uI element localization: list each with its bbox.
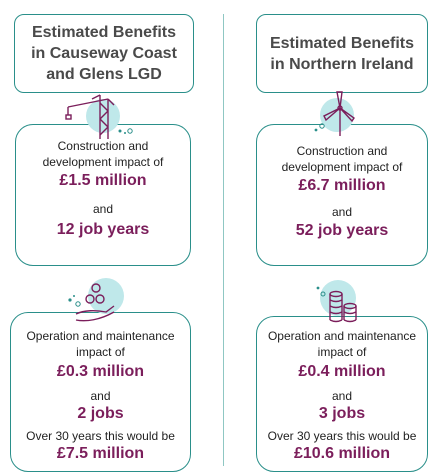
left-title-line-3: and Glens LGD	[46, 66, 162, 83]
right-title-box: Estimated Benefits in Northern Ireland	[256, 14, 428, 93]
right-operation-line2: impact of	[317, 345, 367, 359]
right-title-line-2: in Northern Ireland	[270, 55, 414, 73]
right-operation-line1: Operation and maintenance	[267, 329, 417, 343]
column-divider	[223, 14, 224, 466]
left-title-line-2: in Causeway Coast	[31, 45, 177, 62]
left-construction-card: Construction and development impact of £…	[15, 124, 191, 266]
coin-stacks-icon	[316, 286, 357, 323]
left-operation-line2: impact of	[76, 345, 125, 359]
left-construction-value: £1.5 million	[59, 172, 147, 189]
right-construction-line2: development impact of	[281, 160, 403, 174]
left-title-box: Estimated Benefits in Causeway Coast and…	[14, 14, 194, 93]
crane-icon	[65, 94, 133, 139]
coins-icon-backdrop	[320, 280, 356, 316]
left-operation-value: £0.3 million	[56, 363, 145, 380]
left-operation-and: and	[90, 389, 111, 403]
left-operation-jobs: 2 jobs	[77, 405, 124, 422]
right-operation-value: £0.4 million	[298, 363, 386, 380]
right-operation-jobs: 3 jobs	[318, 405, 366, 422]
left-construction-line2: development impact of	[42, 155, 164, 169]
left-operation-line1: Operation and maintenance	[26, 329, 175, 343]
right-construction-value: £6.7 million	[298, 177, 386, 194]
right-operation-total: £10.6 million	[293, 445, 391, 462]
left-operation-total: £7.5 million	[56, 445, 145, 462]
left-title-line-1: Estimated Benefits	[31, 24, 177, 41]
left-operation-line3: Over 30 years this would be	[26, 429, 175, 443]
right-operation-line3: Over 30 years this would be	[267, 429, 417, 443]
right-title-line-1: Estimated Benefits	[269, 34, 415, 52]
left-construction-and: and	[92, 202, 114, 216]
left-construction-jobs: 12 job years	[56, 221, 150, 238]
left-operation-card: Operation and maintenance impact of £0.3…	[10, 312, 191, 472]
wind-turbine-icon	[314, 91, 355, 136]
right-construction-jobs: 52 job years	[295, 222, 389, 239]
right-construction-card: Construction and development impact of £…	[256, 124, 428, 266]
left-construction-line1: Construction and	[57, 139, 149, 153]
right-construction-and: and	[331, 205, 353, 219]
right-operation-and: and	[331, 389, 353, 403]
right-construction-line1: Construction and	[296, 144, 388, 158]
hand-coins-icon	[68, 283, 115, 322]
right-operation-card: Operation and maintenance impact of £0.4…	[256, 316, 428, 472]
